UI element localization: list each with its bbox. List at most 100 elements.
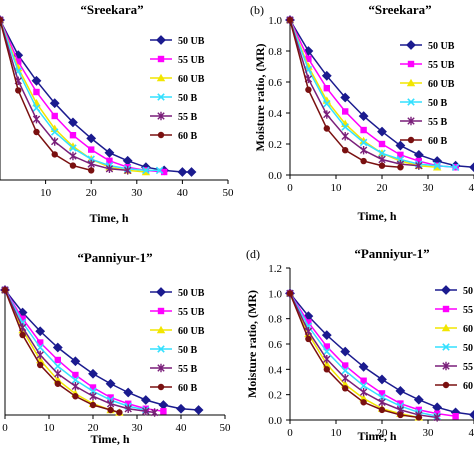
data-point xyxy=(158,400,169,410)
data-point xyxy=(360,157,367,165)
series-line-60-b xyxy=(289,293,419,419)
data-point xyxy=(433,413,441,422)
data-point xyxy=(51,137,59,146)
legend-marker xyxy=(157,93,165,101)
legend-marker xyxy=(406,40,416,50)
data-point xyxy=(323,347,331,356)
data-point xyxy=(323,110,331,119)
data-point xyxy=(15,87,22,94)
data-point xyxy=(37,339,44,346)
data-point xyxy=(19,315,26,322)
legend-label: 55 UB xyxy=(178,55,205,66)
chart-panel-2: 0 10 20 30 40 0.0 0.2 0.4 0.6 0.8 1.0 “Sreekara” (b)… xyxy=(250,2,474,223)
x-tick-label: 30 xyxy=(132,422,144,434)
legend-label: 60 B xyxy=(178,131,198,142)
legend-marker xyxy=(157,55,165,63)
data-point xyxy=(88,167,95,174)
data-point xyxy=(323,343,330,350)
data-point xyxy=(54,356,61,364)
chart-panel-1: 10 20 30 40 50 “Sreekara” Time, h 50 UB 55 UB 60 … xyxy=(0,2,234,225)
data-point xyxy=(122,155,133,166)
data-point xyxy=(341,366,349,375)
data-point xyxy=(72,371,79,379)
y-axis-title: Moisture ratio, (MR) xyxy=(253,43,267,151)
legend-marker xyxy=(157,307,165,315)
legend-label: 50 B xyxy=(178,93,198,104)
x-tick-label: 30 xyxy=(423,427,435,439)
x-tick-label: 0 xyxy=(287,182,293,194)
data-point xyxy=(33,88,40,96)
data-point xyxy=(32,104,41,112)
data-point xyxy=(378,149,386,158)
data-point xyxy=(415,157,422,165)
data-point xyxy=(378,162,386,169)
legend-marker xyxy=(441,323,451,332)
data-point xyxy=(87,159,95,169)
y-tick-label: 1.2 xyxy=(268,263,282,275)
data-point xyxy=(124,404,132,413)
y-tick-label: 0.0 xyxy=(268,415,282,427)
legend-marker xyxy=(156,287,166,297)
series-line-50-b xyxy=(0,19,160,172)
y-tick-label: 1.0 xyxy=(268,15,282,27)
chart-title: “Panniyur-1” xyxy=(77,250,152,265)
data-point xyxy=(193,405,204,415)
data-point xyxy=(342,362,349,369)
data-point xyxy=(305,319,312,326)
data-point xyxy=(71,376,80,384)
legend-marker xyxy=(441,285,451,295)
legend-label: 55 B xyxy=(428,117,448,128)
legend-marker xyxy=(442,305,450,313)
data-point xyxy=(358,111,369,122)
data-point xyxy=(397,411,404,419)
x-tick-label: 50 xyxy=(220,422,232,434)
data-point xyxy=(160,168,168,176)
legend-marker xyxy=(407,60,415,68)
data-point xyxy=(68,142,78,150)
legend-marker xyxy=(157,345,165,353)
data-point xyxy=(359,382,368,390)
legend-label: 55 UB xyxy=(428,60,455,71)
legend-marker xyxy=(406,78,416,87)
series-line-55-ub xyxy=(289,292,456,417)
y-tick-label: 0.4 xyxy=(268,108,282,120)
legend: 50 UB 55 UB 60 UB 50 B 55 B 60 B xyxy=(150,35,205,142)
legend-label: 50 B xyxy=(463,343,474,354)
data-point xyxy=(323,355,331,364)
data-point xyxy=(360,377,367,384)
legend: 50 UB 55 UB 60 UB 50 B 55 B 60 B xyxy=(435,285,474,392)
data-point xyxy=(378,406,386,414)
x-tick-label: 30 xyxy=(423,182,435,194)
data-point xyxy=(19,331,26,339)
data-point xyxy=(340,346,351,357)
legend-label: 50 B xyxy=(178,345,198,356)
data-point xyxy=(341,374,349,383)
data-point xyxy=(360,126,367,134)
data-point xyxy=(155,166,164,175)
y-tick-label: 0.6 xyxy=(268,339,282,351)
x-tick-label: 10 xyxy=(331,182,343,194)
data-point xyxy=(321,330,332,341)
data-point xyxy=(286,290,294,297)
data-point xyxy=(359,387,368,397)
data-point xyxy=(54,369,62,378)
legend-label: 55 UB xyxy=(178,307,205,318)
data-point xyxy=(36,343,44,352)
data-point xyxy=(413,394,424,405)
data-point xyxy=(1,286,9,294)
data-point xyxy=(89,392,97,401)
legend-label: 60 UB xyxy=(428,79,455,90)
y-axis-title: Moisture ratio, (MR) xyxy=(245,290,259,398)
data-point xyxy=(51,151,58,158)
data-point xyxy=(413,149,424,160)
series-line-55-b xyxy=(289,19,419,167)
data-point xyxy=(359,138,368,147)
legend-marker xyxy=(442,381,450,389)
data-point xyxy=(0,16,4,24)
data-point xyxy=(106,157,113,164)
y-tick-label: 0.4 xyxy=(268,364,282,376)
data-point xyxy=(342,108,349,115)
series-line-60-ub xyxy=(289,19,438,168)
data-point xyxy=(305,335,312,343)
legend-label: 50 UB xyxy=(178,288,205,299)
